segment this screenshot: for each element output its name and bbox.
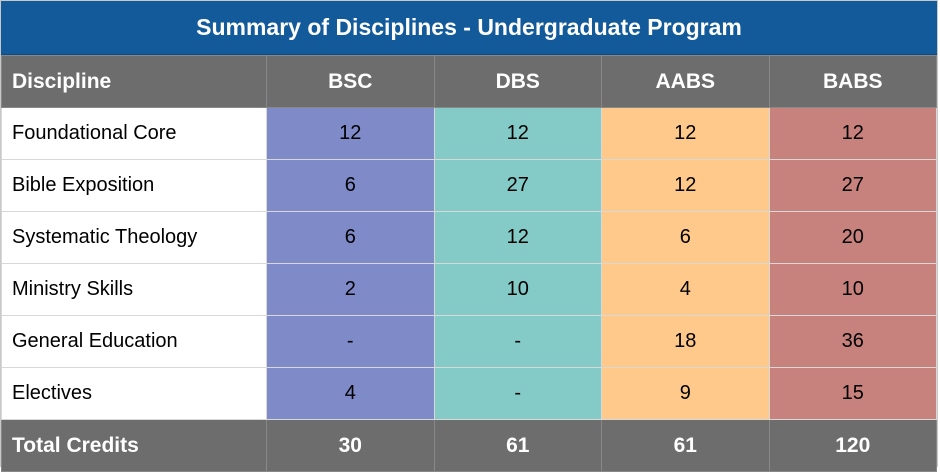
cell-bsc: 4 — [266, 367, 435, 420]
cell-babs: 27 — [768, 159, 937, 212]
table-row: General Education - -18 36 — [1, 315, 937, 368]
table-row: Foundational Core 12 12 12 12 — [1, 107, 937, 160]
disciplines-table: Discipline BSC DBS AABS BABS Foundationa… — [1, 55, 937, 472]
cell-dbs: 12 — [433, 211, 602, 264]
total-babs: 120 — [768, 419, 937, 472]
cell-aabs: 12 — [601, 159, 770, 212]
cell-dbs: - — [433, 367, 602, 420]
cell-dbs: 10 — [433, 263, 602, 316]
cell-aabs: 12 — [601, 107, 770, 160]
table-row: Ministry Skills 2 10 4 10 — [1, 263, 937, 316]
cell-discipline: Bible Exposition — [1, 159, 267, 212]
total-bsc: 30 — [266, 419, 435, 472]
cell-aabs: 9 — [601, 367, 770, 420]
cell-discipline: Electives — [1, 367, 267, 420]
cell-babs: 20 — [768, 211, 937, 264]
header-bsc: BSC — [266, 55, 435, 108]
table-row: Electives 4-9 15 — [1, 367, 937, 420]
cell-discipline: Foundational Core — [1, 107, 267, 160]
header-babs: BABS — [768, 55, 937, 108]
cell-discipline: Ministry Skills — [1, 263, 267, 316]
cell-dbs: - — [433, 315, 602, 368]
total-label: Total Credits — [1, 419, 267, 472]
total-dbs: 61 — [433, 419, 602, 472]
cell-dbs: 12 — [433, 107, 602, 160]
total-row: Total Credits 30 61 61 120 — [1, 419, 937, 472]
header-row: Discipline BSC DBS AABS BABS — [1, 55, 937, 108]
cell-bsc: 6 — [266, 211, 435, 264]
cell-babs: 10 — [768, 263, 937, 316]
table-title: Summary of Disciplines - Undergraduate P… — [1, 1, 937, 55]
header-dbs: DBS — [433, 55, 602, 108]
table-row: Systematic Theology 6 12 6 20 — [1, 211, 937, 264]
cell-dbs: 27 — [433, 159, 602, 212]
cell-bsc: - — [266, 315, 435, 368]
cell-bsc: 12 — [266, 107, 435, 160]
cell-babs: 36 — [768, 315, 937, 368]
cell-aabs: 18 — [601, 315, 770, 368]
table-row: Bible Exposition 6 27 12 27 — [1, 159, 937, 212]
cell-babs: 15 — [768, 367, 937, 420]
header-aabs: AABS — [601, 55, 770, 108]
cell-aabs: 4 — [601, 263, 770, 316]
header-discipline: Discipline — [1, 55, 267, 108]
cell-discipline: General Education — [1, 315, 267, 368]
cell-discipline: Systematic Theology — [1, 211, 267, 264]
total-aabs: 61 — [601, 419, 770, 472]
table-body: Foundational Core 12 12 12 12 Bible Expositio… — [1, 107, 937, 420]
cell-babs: 12 — [768, 107, 937, 160]
cell-bsc: 6 — [266, 159, 435, 212]
cell-aabs: 6 — [601, 211, 770, 264]
cell-bsc: 2 — [266, 263, 435, 316]
